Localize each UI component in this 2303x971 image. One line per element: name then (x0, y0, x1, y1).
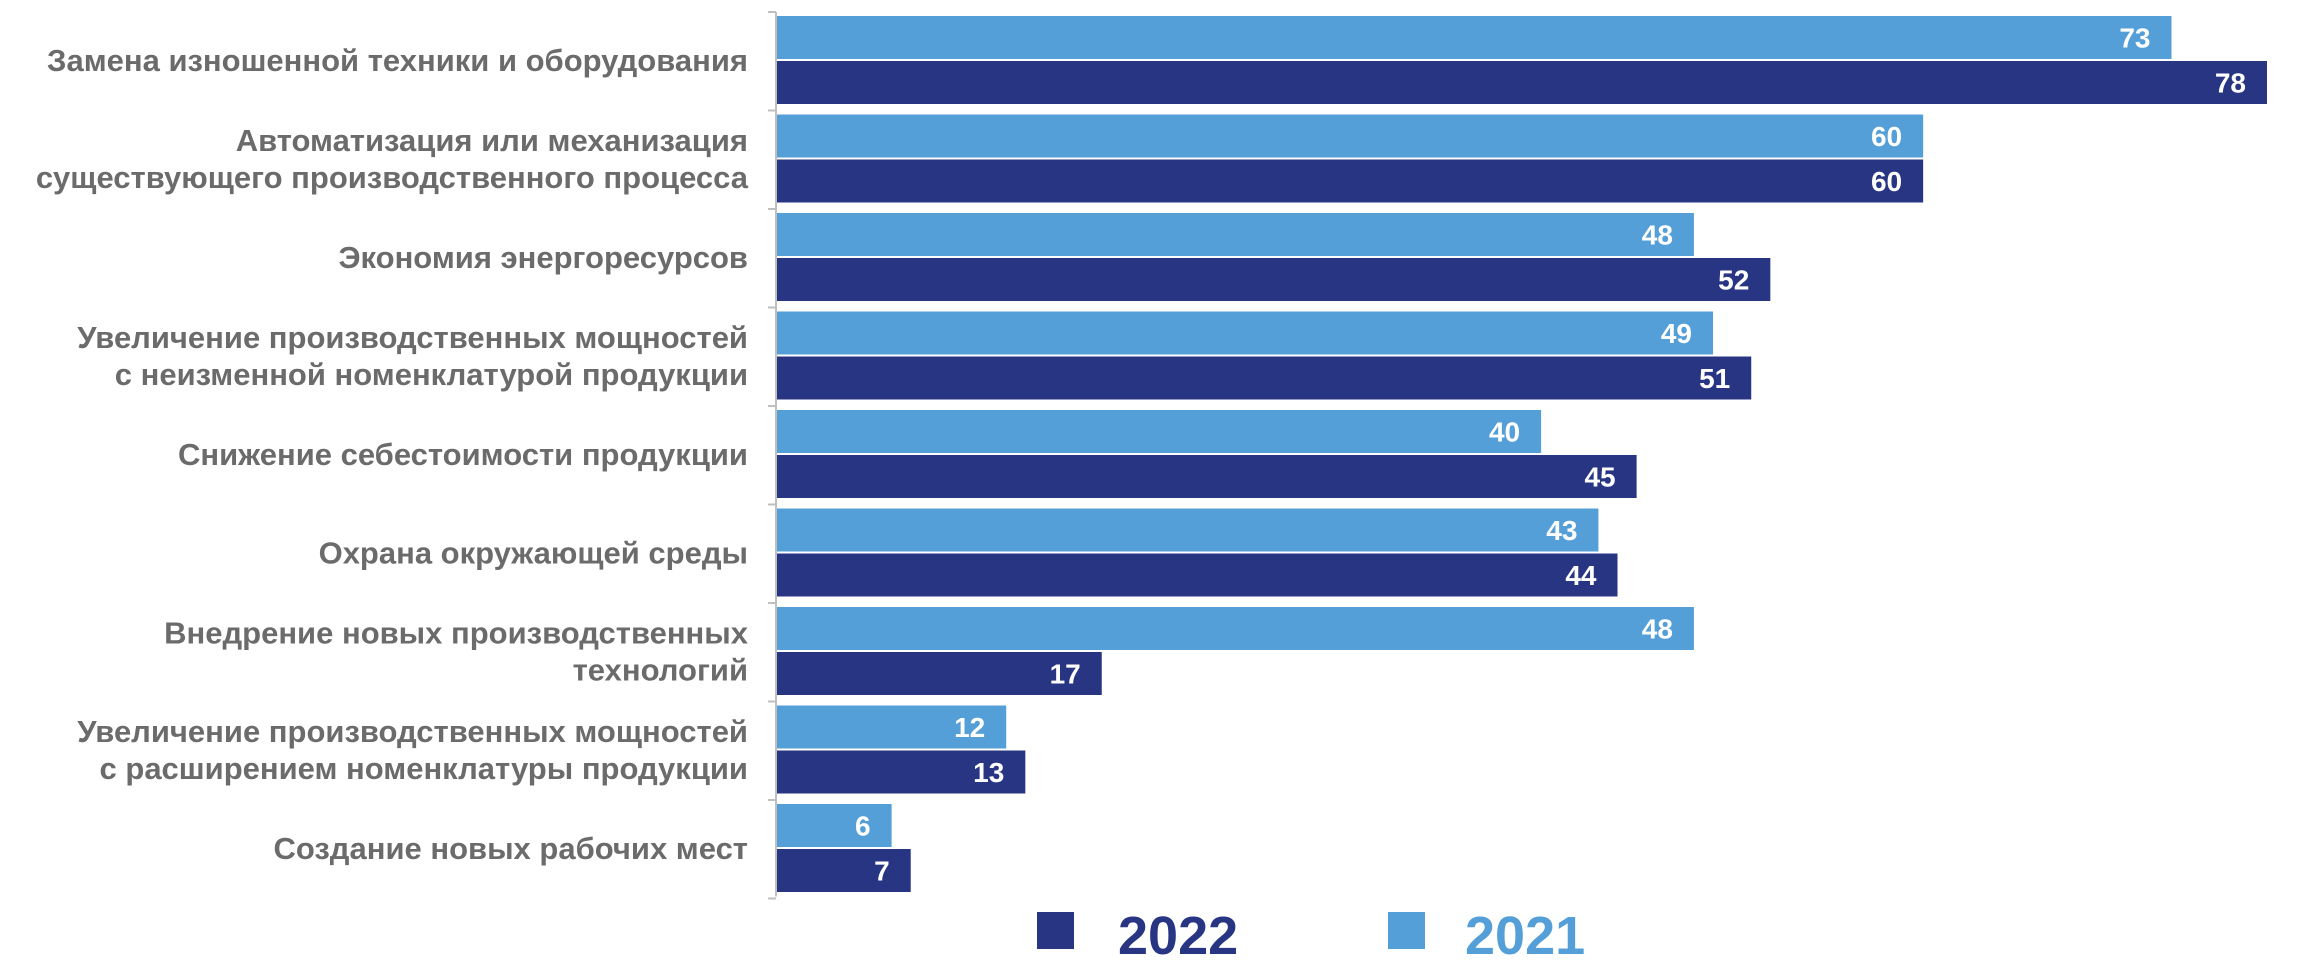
bar-2021 (777, 213, 1694, 256)
value-label-2022: 51 (1699, 363, 1730, 394)
category-label: Внедрение новых производственных (164, 616, 749, 651)
bar-2022 (777, 652, 1102, 695)
legend-swatch-2021 (1388, 912, 1425, 949)
value-label-2021: 48 (1642, 614, 1673, 645)
category-label: Охрана окружающей среды (319, 536, 748, 571)
bar-2021 (777, 508, 1599, 552)
category-label: Увеличение производственных мощностей (77, 714, 748, 749)
category-label: Автоматизация или механизация (236, 123, 748, 158)
value-label-2021: 12 (954, 712, 985, 743)
bar-2022 (777, 356, 1752, 400)
bar-2022 (777, 258, 1771, 301)
value-label-2021: 43 (1546, 515, 1577, 546)
bar-2022 (777, 553, 1618, 597)
category-label: Замена изношенной техники и оборудования (47, 43, 748, 78)
category-label: Экономия энергоресурсов (338, 240, 748, 275)
bar-2022 (777, 849, 911, 892)
value-label-2021: 73 (2119, 23, 2150, 54)
value-label-2022: 17 (1050, 659, 1081, 690)
value-label-2022: 78 (2215, 68, 2246, 99)
bar-2022 (777, 750, 1026, 794)
legend-swatch-2022 (1037, 912, 1074, 949)
bar-2022 (777, 455, 1637, 498)
category-label: Создание новых рабочих мест (273, 831, 748, 866)
legend-label-2022: 2022 (1118, 906, 1238, 966)
bar-2021 (777, 114, 1924, 158)
bar-2022 (777, 159, 1924, 203)
value-label-2022: 60 (1871, 166, 1902, 197)
category-label: Снижение себестоимости продукции (178, 437, 748, 472)
bar-2021 (777, 804, 892, 847)
category-label: технологий (573, 653, 748, 688)
bar-2022 (777, 61, 2267, 104)
value-label-2021: 49 (1661, 318, 1692, 349)
value-label-2022: 7 (874, 856, 890, 887)
value-label-2022: 52 (1718, 265, 1749, 296)
value-label-2022: 45 (1584, 462, 1615, 493)
bar-2021 (777, 410, 1542, 453)
legend-label-2021: 2021 (1465, 906, 1585, 966)
bar-2021 (777, 311, 1714, 355)
value-label-2021: 40 (1489, 417, 1520, 448)
category-label: с расширением номенклатуры продукции (100, 751, 748, 786)
value-label-2021: 6 (855, 811, 871, 842)
category-label: существующего производственного процесса (36, 160, 749, 195)
category-label: Увеличение производственных мощностей (77, 320, 748, 355)
value-label-2022: 13 (973, 757, 1004, 788)
bar-2021 (777, 16, 2172, 59)
value-label-2021: 60 (1871, 121, 1902, 152)
value-label-2022: 44 (1565, 560, 1597, 591)
bar-2021 (777, 607, 1694, 650)
bar-2021 (777, 705, 1007, 749)
category-label: с неизменной номенклатурой продукции (115, 357, 748, 392)
value-label-2021: 48 (1642, 220, 1673, 251)
